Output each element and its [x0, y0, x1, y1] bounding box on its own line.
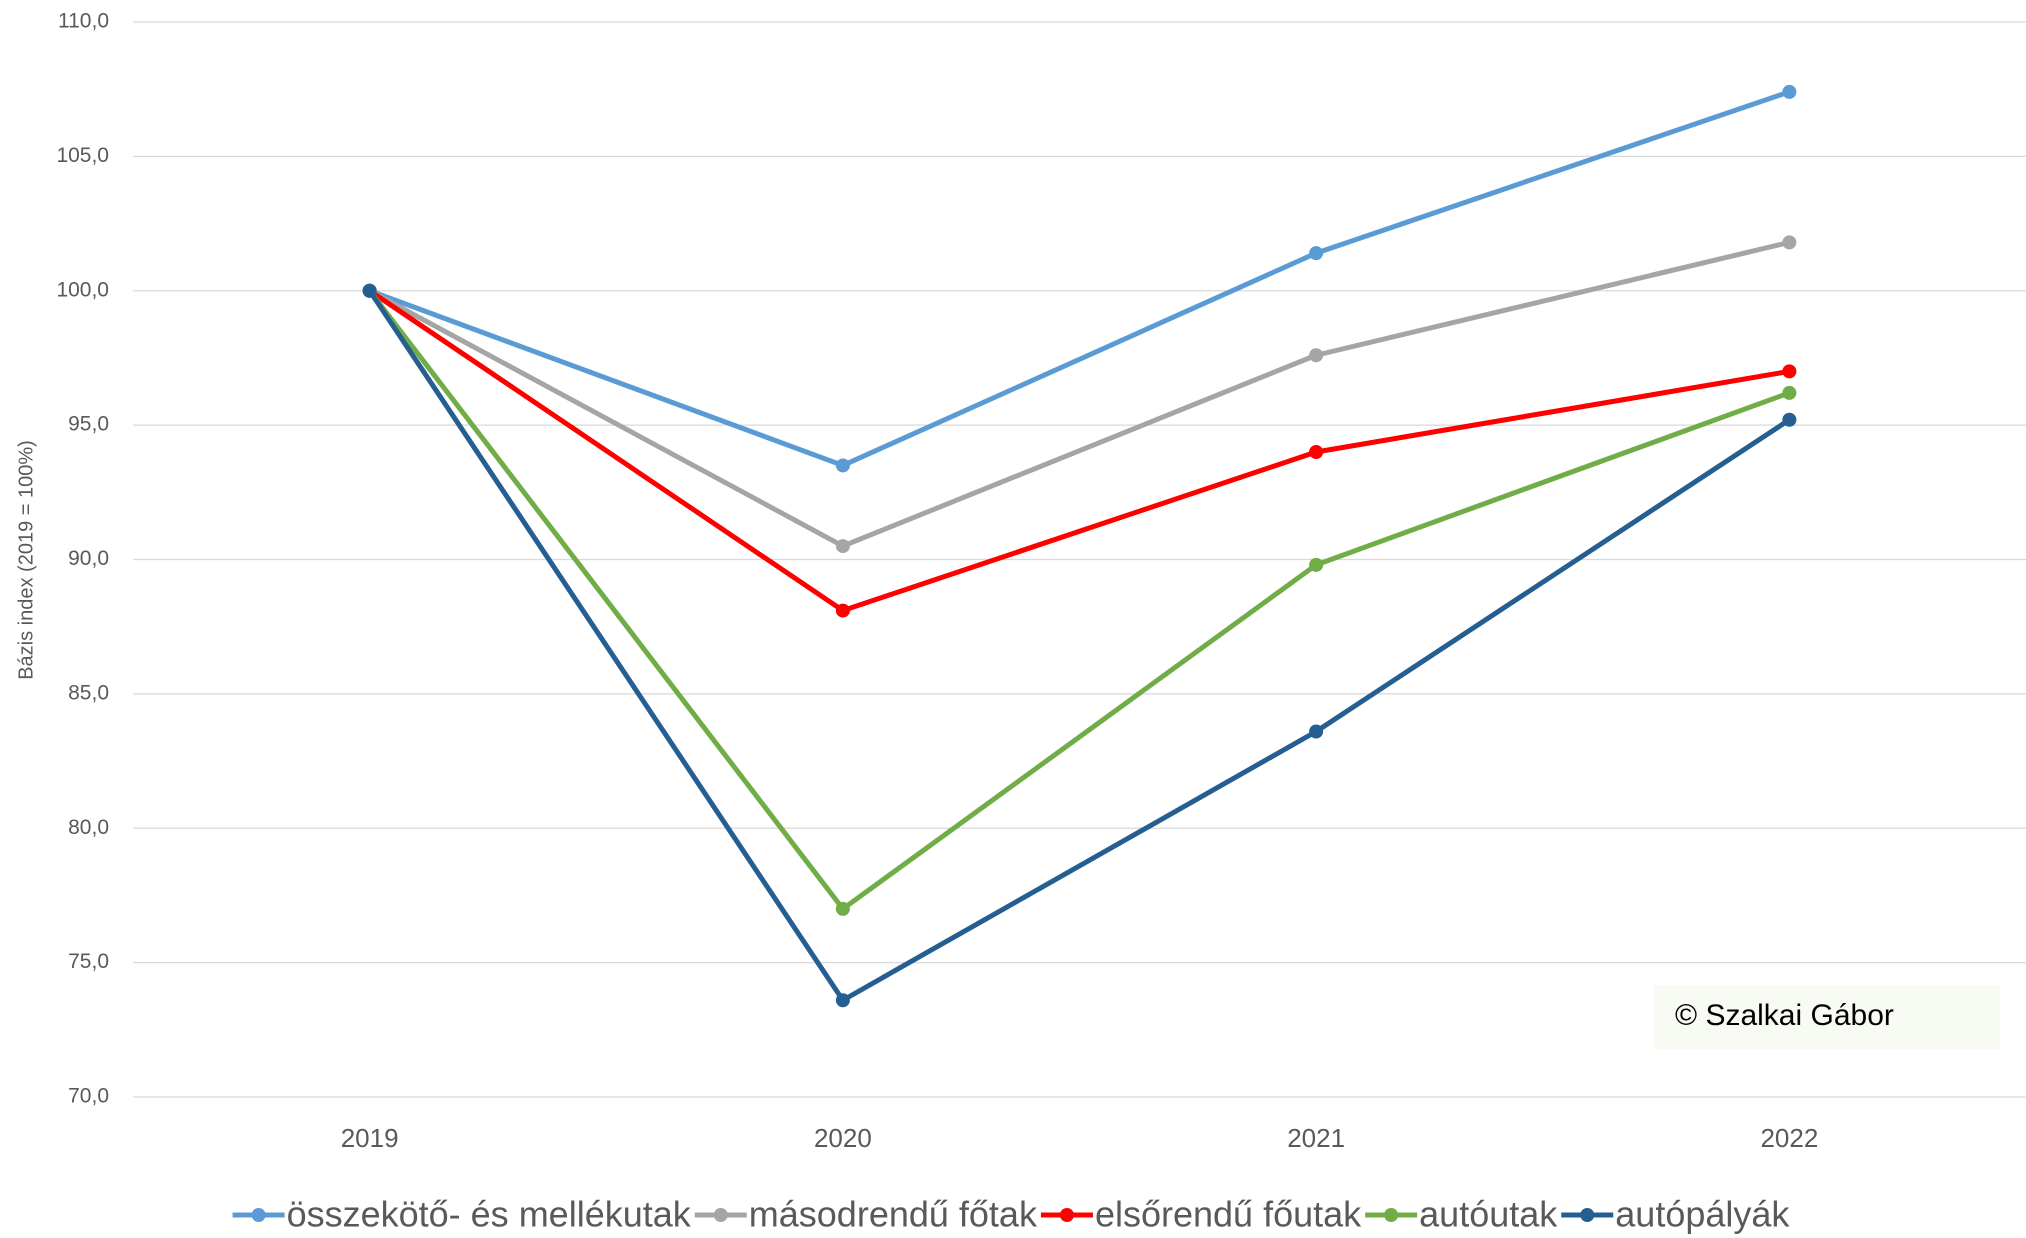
annotation: © Szalkai Gábor — [1675, 999, 1894, 1032]
data-point — [1782, 235, 1797, 250]
x-tick-label: 2020 — [814, 1123, 872, 1153]
x-tick-label: 2021 — [1287, 1123, 1345, 1153]
data-point — [1309, 348, 1324, 363]
legend-label: autóutak — [1419, 1194, 1558, 1235]
data-point — [1309, 246, 1324, 261]
legend-label: összekötő- és mellékutak — [287, 1194, 692, 1235]
legend-item: autópályák — [1561, 1194, 1790, 1235]
data-point — [1309, 445, 1324, 459]
data-point — [835, 993, 850, 1008]
series-line — [368, 89, 1791, 468]
series-line — [367, 289, 1791, 912]
legend-marker — [251, 1208, 266, 1222]
legend-marker — [1059, 1208, 1074, 1222]
y-tick-label: 105,0 — [56, 144, 109, 167]
legend-item: elsőrendű főutak — [1040, 1194, 1362, 1235]
series-line — [368, 239, 1790, 549]
legend-label: autópályák — [1615, 1194, 1790, 1235]
series-line — [368, 288, 1790, 614]
legend-item: összekötő- és mellékutak — [232, 1194, 692, 1235]
y-tick-label: 85,0 — [68, 681, 109, 704]
y-tick-label: 110,0 — [58, 10, 109, 33]
y-tick-label: 70,0 — [68, 1085, 109, 1108]
y-tick-label: 95,0 — [68, 413, 109, 436]
y-tick-label: 90,0 — [68, 547, 109, 570]
legend-item: másodrendű főtak — [694, 1194, 1038, 1235]
legend: összekötő- és mellékutak másodrendű főtak… — [232, 1194, 1790, 1235]
series-line — [367, 289, 1791, 1003]
data-point — [1309, 724, 1324, 739]
grid — [133, 21, 2026, 1098]
y-axis-title: Bázis index (2019 = 100%) — [15, 440, 37, 680]
data-point — [1309, 557, 1324, 572]
data-point — [1782, 385, 1797, 400]
data-point — [835, 458, 850, 473]
data-point — [362, 283, 377, 298]
legend-marker — [713, 1208, 728, 1222]
legend-item: autóutak — [1365, 1194, 1558, 1235]
data-point — [1782, 84, 1797, 99]
y-tick-label: 75,0 — [68, 950, 109, 973]
legend-marker — [1384, 1208, 1399, 1222]
annotation-box — [1654, 985, 2000, 1049]
x-tick-label: 2019 — [341, 1123, 399, 1153]
y-tick-label: 80,0 — [68, 816, 109, 839]
legend-label: másodrendű főtak — [749, 1194, 1038, 1235]
data-point — [835, 539, 850, 554]
data-point — [1782, 364, 1797, 379]
data-point — [835, 901, 850, 916]
legend-label: elsőrendű főutak — [1095, 1194, 1362, 1235]
data-point — [835, 603, 850, 618]
x-tick-label: 2022 — [1760, 1123, 1818, 1153]
legend-marker — [1580, 1208, 1595, 1222]
data-point — [1782, 412, 1797, 427]
y-tick-label: 100,0 — [56, 278, 109, 301]
